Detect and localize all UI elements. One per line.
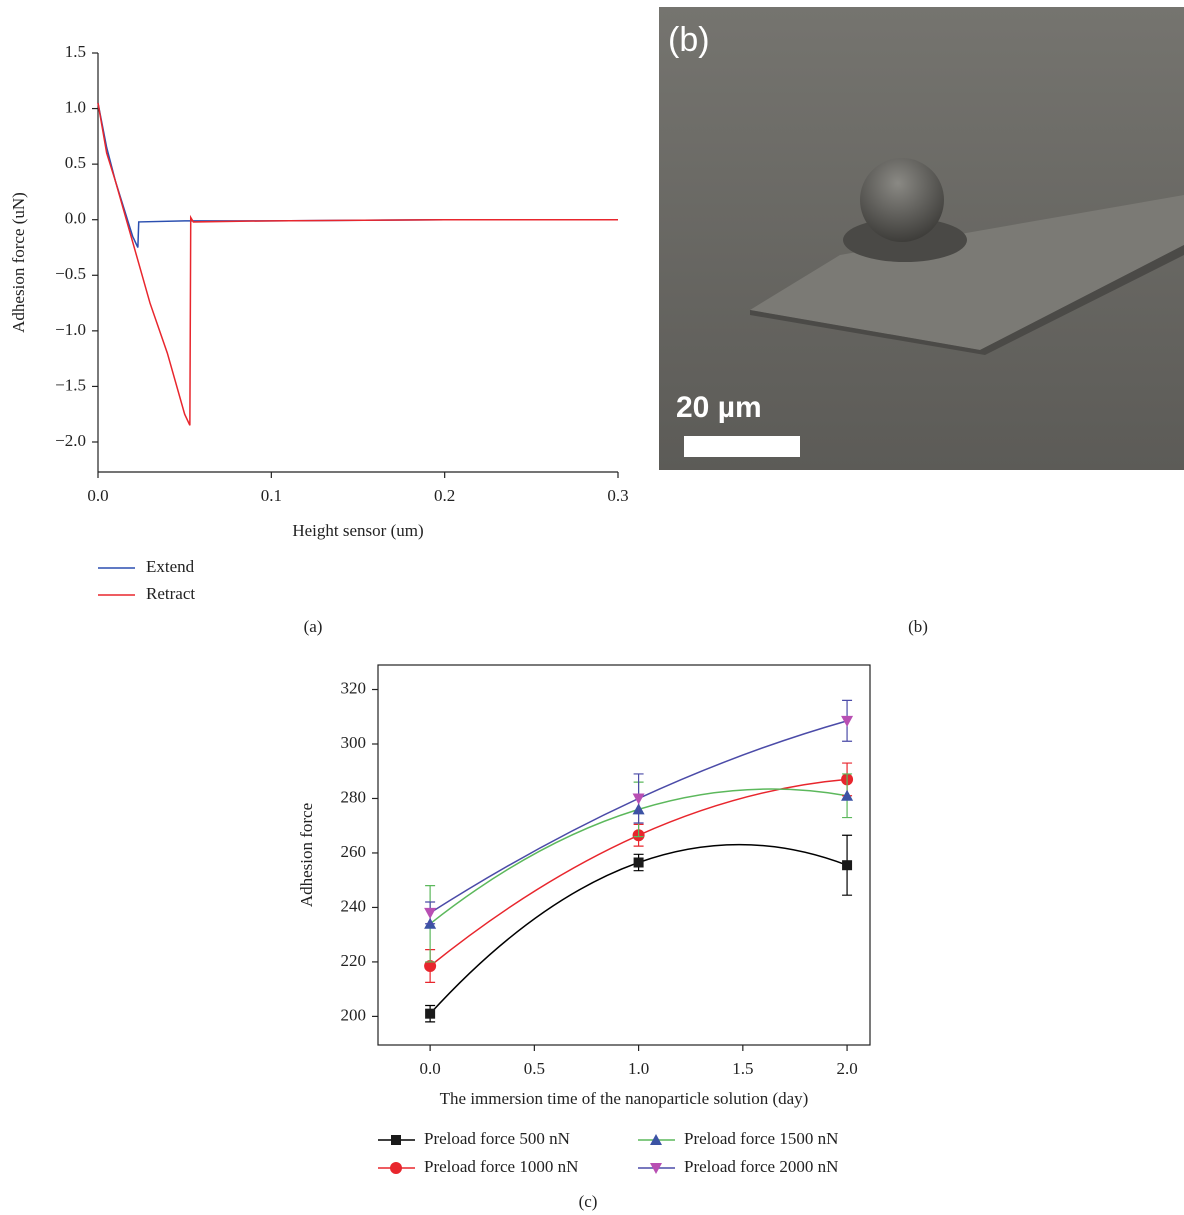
plot-frame: [378, 665, 870, 1045]
y-tick-label: 0.5: [65, 153, 86, 172]
data-line: [98, 103, 618, 425]
x-tick-label: 0.0: [419, 1059, 440, 1078]
legend-marker: [391, 1135, 401, 1145]
legend-label: Preload force 500 nN: [424, 1129, 570, 1148]
y-tick-label: 300: [341, 733, 367, 752]
y-tick-label: 320: [341, 678, 367, 697]
x-tick-label: 0.0: [87, 486, 108, 505]
x-tick-label: 0.1: [261, 486, 282, 505]
data-point: [634, 857, 644, 867]
data-line: [98, 103, 618, 247]
x-tick-label: 1.5: [732, 1059, 753, 1078]
scale-bar-label: 20 µm: [676, 391, 762, 424]
y-tick-label: 0.0: [65, 209, 86, 228]
image-panel-label: (b): [668, 21, 710, 59]
sphere: [860, 158, 944, 242]
legend-label: Extend: [146, 557, 195, 576]
data-point: [633, 793, 645, 804]
x-axis-title: The immersion time of the nanoparticle s…: [440, 1089, 809, 1108]
legend-label: Retract: [146, 584, 195, 603]
y-tick-label: 1.0: [65, 97, 86, 116]
y-tick-label: 200: [341, 1005, 367, 1024]
caption: (a): [304, 617, 323, 636]
legend-label: Preload force 2000 nN: [684, 1157, 838, 1176]
y-tick-label: 1.5: [65, 42, 86, 61]
y-tick-label: −1.0: [55, 320, 86, 339]
y-tick-label: −0.5: [55, 264, 86, 283]
x-tick-label: 0.2: [434, 486, 455, 505]
sem-image: (b) 20 µm: [659, 7, 1184, 470]
caption: (c): [579, 1192, 598, 1211]
y-tick-label: 240: [341, 896, 367, 915]
x-axis-title: Height sensor (um): [292, 521, 423, 540]
legend-label: Preload force 1500 nN: [684, 1129, 838, 1148]
scale-bar: [684, 436, 800, 457]
data-point: [424, 908, 436, 919]
legend-marker: [390, 1162, 402, 1174]
x-tick-label: 0.5: [524, 1059, 545, 1078]
y-tick-label: 220: [341, 951, 367, 970]
data-point: [425, 1009, 435, 1019]
y-tick-label: −1.5: [55, 375, 86, 394]
x-tick-label: 0.3: [607, 486, 628, 505]
y-tick-label: 280: [341, 787, 367, 806]
y-tick-label: −2.0: [55, 431, 86, 450]
data-point: [842, 860, 852, 870]
y-tick-label: 260: [341, 842, 367, 861]
x-tick-label: 2.0: [836, 1059, 857, 1078]
figure: (b) 20 µm (a) (b) (c) 1.5 1.0 0.5 0.0 −0.5 −1…: [0, 0, 1184, 1215]
x-tick-label: 1.0: [628, 1059, 649, 1078]
y-axis-title: Adhesion force: [297, 803, 316, 907]
caption: (b): [908, 617, 928, 636]
y-axis-title: Adhesion force (uN): [9, 192, 28, 333]
legend-label: Preload force 1000 nN: [424, 1157, 578, 1176]
